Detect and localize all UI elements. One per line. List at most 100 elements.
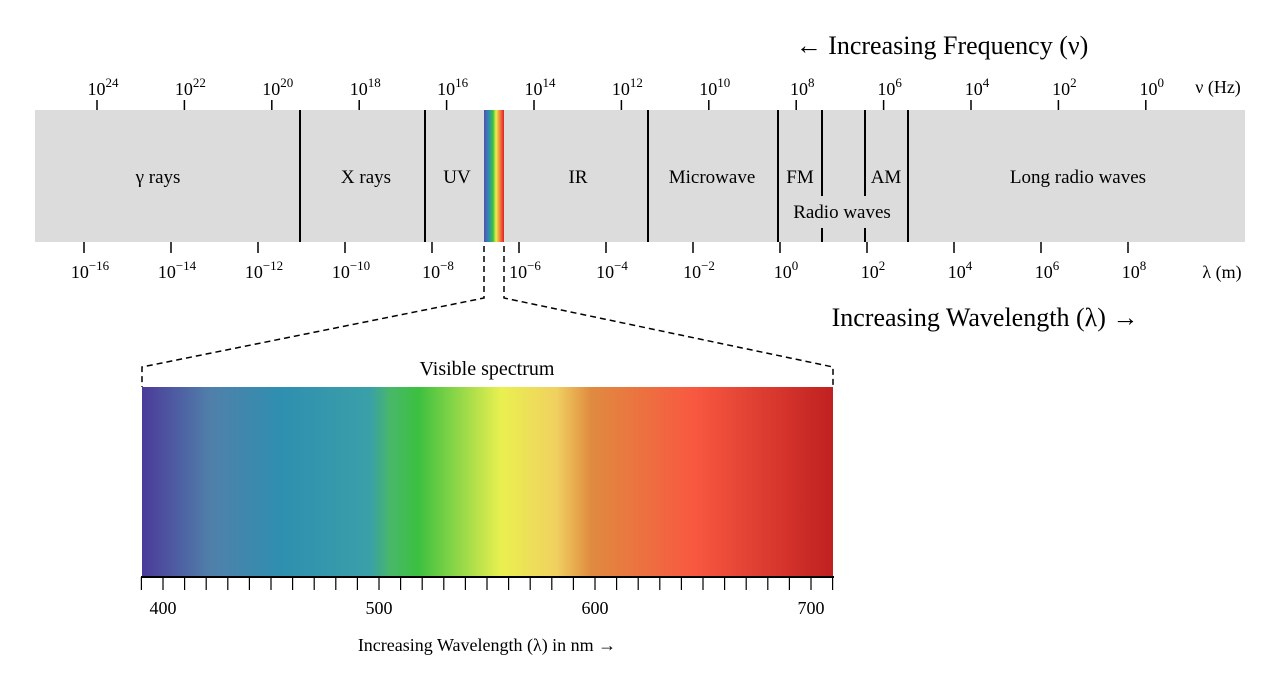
tick-exponent: 0 — [1158, 75, 1165, 90]
radio-label: Radio waves — [793, 202, 891, 223]
wavelength-tick-label: 10−12 — [245, 258, 283, 282]
tick-exponent: 12 — [630, 75, 643, 90]
zoom-lines — [141, 246, 834, 387]
tick-exponent: −6 — [527, 258, 541, 273]
nm-tick-label: 700 — [798, 598, 825, 618]
frequency-tick-label: 1014 — [525, 75, 557, 99]
tick-base: 10 — [683, 262, 701, 282]
wavelength-tick-label: 10−10 — [332, 258, 370, 282]
tick-exponent: 16 — [455, 75, 469, 90]
wavelength-tick-label: 104 — [948, 258, 973, 282]
wavelength-tick-label: 10−2 — [683, 258, 715, 282]
tick-exponent: 6 — [895, 75, 902, 90]
tick-exponent: 8 — [1140, 258, 1147, 273]
visible-spectrum — [142, 387, 833, 577]
tick-exponent: 6 — [1053, 258, 1060, 273]
tick-exponent: 18 — [368, 75, 381, 90]
nm-tick-label: 400 — [150, 598, 177, 618]
tick-base: 10 — [437, 79, 455, 99]
tick-exponent: 24 — [106, 75, 120, 90]
frequency-tick-label: 1020 — [262, 75, 293, 99]
tick-base: 10 — [262, 79, 280, 99]
tick-base: 10 — [1052, 79, 1070, 99]
wavelength-tick-label: 100 — [774, 258, 799, 282]
frequency-tick-label: 106 — [877, 75, 902, 99]
tick-base: 10 — [1035, 262, 1053, 282]
tick-exponent: 4 — [983, 75, 990, 90]
wavelength-tick-label: 102 — [861, 258, 886, 282]
tick-base: 10 — [509, 262, 527, 282]
wavelength-tick-label: 10−8 — [422, 258, 454, 282]
tick-base: 10 — [71, 262, 89, 282]
tick-base: 10 — [699, 79, 717, 99]
frequency-tick-label: 1022 — [175, 75, 206, 99]
frequency-tick-label: 1010 — [699, 75, 730, 99]
frequency-tick-label: 108 — [790, 75, 815, 99]
tick-exponent: 2 — [879, 258, 886, 273]
frequency-tick-label: 1024 — [88, 75, 120, 99]
band-label: FM — [786, 167, 814, 188]
band-label: γ rays — [135, 167, 181, 188]
frequency-tick-label: 102 — [1052, 75, 1077, 99]
tick-base: 10 — [175, 79, 193, 99]
band-label: IR — [569, 167, 588, 188]
wavelength-tick-label: 10−16 — [71, 258, 110, 282]
wavelength-tick-label: 106 — [1035, 258, 1060, 282]
tick-base: 10 — [332, 262, 350, 282]
tick-base: 10 — [861, 262, 879, 282]
tick-base: 10 — [350, 79, 368, 99]
tick-exponent: 14 — [543, 75, 557, 90]
band-dividers — [299, 110, 909, 242]
wavelength-tick-label: 10−14 — [158, 258, 197, 282]
tick-base: 10 — [158, 262, 176, 282]
tick-base: 10 — [1140, 79, 1158, 99]
wavelength-title: Increasing Wavelength (λ) → — [832, 303, 1139, 332]
visible-title: Visible spectrum — [420, 358, 555, 380]
tick-base: 10 — [1122, 262, 1140, 282]
frequency-tick-label: 100 — [1140, 75, 1165, 99]
tick-base: 10 — [245, 262, 263, 282]
frequency-tick-label: 104 — [965, 75, 990, 99]
tick-base: 10 — [948, 262, 966, 282]
tick-exponent: 22 — [193, 75, 206, 90]
tick-exponent: −14 — [176, 258, 197, 273]
wavelength-tick-label: 10−6 — [509, 258, 541, 282]
tick-base: 10 — [877, 79, 895, 99]
tick-base: 10 — [612, 79, 630, 99]
tick-exponent: −16 — [89, 258, 110, 273]
tick-base: 10 — [525, 79, 543, 99]
visible-band — [484, 110, 504, 242]
wavelength-tick-label: 10−4 — [596, 258, 628, 282]
frequency-title: ← Increasing Frequency (ν) — [796, 31, 1089, 60]
tick-exponent: −12 — [263, 258, 283, 273]
band-label: Long radio waves — [1010, 167, 1146, 188]
band-label: X rays — [341, 167, 391, 188]
frequency-unit: ν (Hz) — [1195, 77, 1241, 98]
tick-exponent: 0 — [792, 258, 799, 273]
visible-caption: Increasing Wavelength (λ) in nm → — [358, 635, 616, 656]
frequency-tick-label: 1012 — [612, 75, 643, 99]
spectrum-bar — [35, 110, 1245, 242]
tick-base: 10 — [88, 79, 106, 99]
band-label: UV — [443, 167, 471, 188]
band-label: Microwave — [669, 167, 756, 188]
tick-exponent: 2 — [1070, 75, 1077, 90]
nm-tick-label: 600 — [582, 598, 609, 618]
tick-base: 10 — [965, 79, 983, 99]
tick-base: 10 — [774, 262, 792, 282]
tick-exponent: 8 — [808, 75, 815, 90]
band-label: AM — [871, 167, 902, 188]
tick-exponent: 4 — [966, 258, 973, 273]
nm-tick-label: 500 — [366, 598, 393, 618]
tick-exponent: 20 — [280, 75, 293, 90]
tick-base: 10 — [422, 262, 440, 282]
frequency-tick-label: 1016 — [437, 75, 469, 99]
frequency-tick-label: 1018 — [350, 75, 381, 99]
tick-exponent: −8 — [440, 258, 454, 273]
tick-exponent: −2 — [701, 258, 715, 273]
wavelength-unit: λ (m) — [1202, 262, 1241, 283]
tick-exponent: −10 — [350, 258, 370, 273]
generated: 1024 1022 1020 1018 1016 1014 1012 1010 108 106 10… — [71, 75, 1164, 618]
wavelength-tick-label: 108 — [1122, 258, 1147, 282]
